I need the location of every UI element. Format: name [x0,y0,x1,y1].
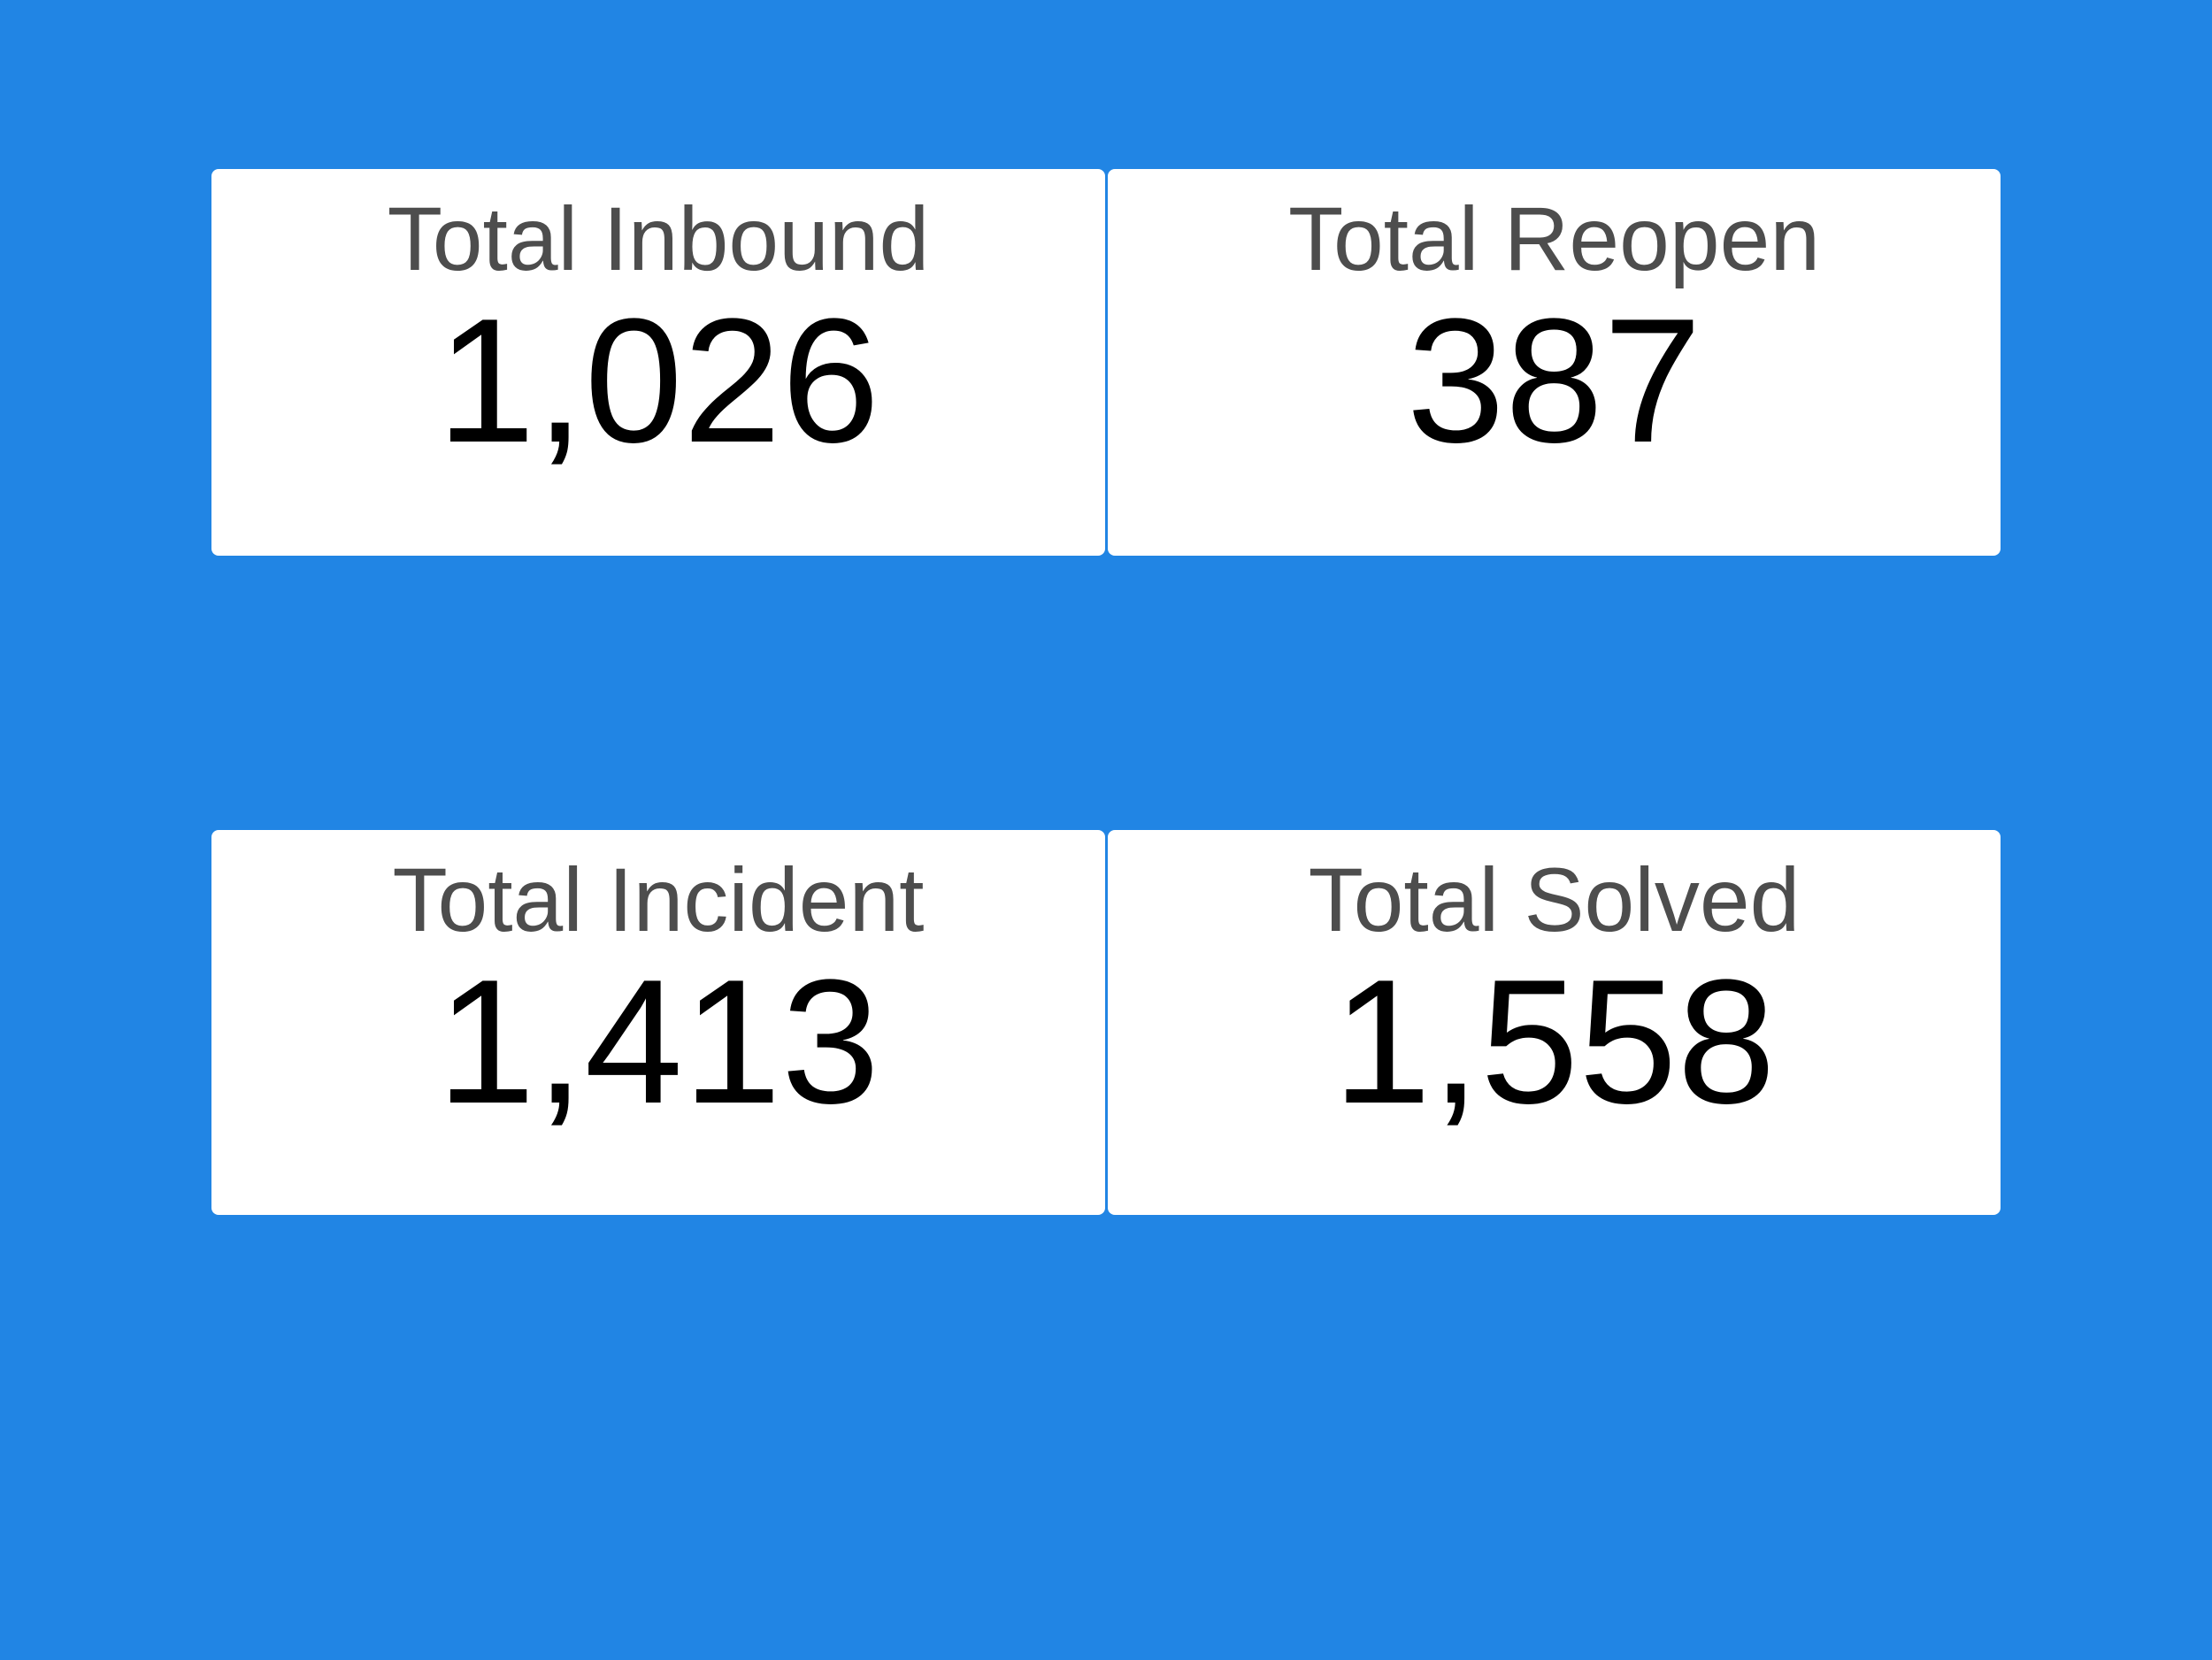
scorecard-label: Total Reopen [1287,188,1821,289]
scorecard-total-solved: Total Solved 1,558 [1108,830,2001,1215]
scorecard-value: 1,026 [436,282,880,480]
scorecard-value: 1,413 [436,943,880,1141]
scorecard-value: 387 [1406,282,1702,480]
scorecard-total-reopen: Total Reopen 387 [1108,169,2001,556]
scorecard-label: Total Inbound [387,188,930,289]
scorecard-label: Total Solved [1308,849,1801,950]
scorecard-value: 1,558 [1333,943,1776,1141]
scorecard-label: Total Incident [392,849,925,950]
scorecard-total-inbound: Total Inbound 1,026 [211,169,1105,556]
scorecard-total-incident: Total Incident 1,413 [211,830,1105,1215]
